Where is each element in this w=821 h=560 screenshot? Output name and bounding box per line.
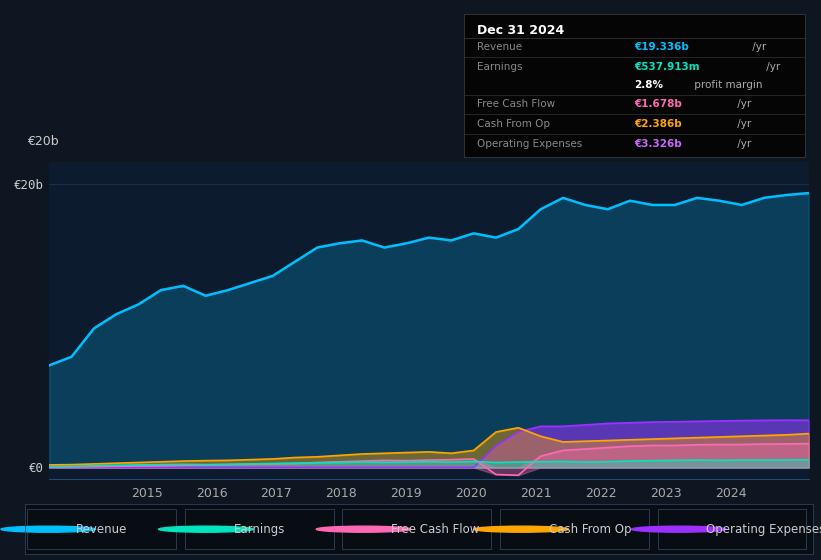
Circle shape bbox=[158, 526, 253, 532]
Text: €1.678b: €1.678b bbox=[635, 99, 682, 109]
Text: profit margin: profit margin bbox=[691, 81, 763, 90]
Text: €19.336b: €19.336b bbox=[635, 42, 689, 52]
Text: 2.8%: 2.8% bbox=[635, 81, 663, 90]
Text: Free Cash Flow: Free Cash Flow bbox=[478, 99, 556, 109]
Text: Cash From Op: Cash From Op bbox=[478, 119, 551, 129]
Text: Operating Expenses: Operating Expenses bbox=[478, 139, 583, 149]
Text: Free Cash Flow: Free Cash Flow bbox=[391, 522, 479, 536]
Text: Dec 31 2024: Dec 31 2024 bbox=[478, 24, 565, 37]
Text: €20b: €20b bbox=[27, 136, 59, 148]
Circle shape bbox=[474, 526, 568, 532]
Text: Earnings: Earnings bbox=[233, 522, 285, 536]
Text: /yr: /yr bbox=[735, 139, 752, 149]
Circle shape bbox=[631, 526, 726, 532]
Text: /yr: /yr bbox=[735, 99, 752, 109]
Circle shape bbox=[1, 526, 95, 532]
Text: Cash From Op: Cash From Op bbox=[548, 522, 631, 536]
Text: €2.386b: €2.386b bbox=[635, 119, 682, 129]
Text: Revenue: Revenue bbox=[478, 42, 523, 52]
Text: Operating Expenses: Operating Expenses bbox=[706, 522, 821, 536]
Circle shape bbox=[316, 526, 410, 532]
Text: /yr: /yr bbox=[763, 62, 780, 72]
Text: Revenue: Revenue bbox=[76, 522, 127, 536]
Text: /yr: /yr bbox=[749, 42, 766, 52]
Text: Earnings: Earnings bbox=[478, 62, 523, 72]
Text: /yr: /yr bbox=[735, 119, 752, 129]
Text: €537.913m: €537.913m bbox=[635, 62, 699, 72]
Text: €3.326b: €3.326b bbox=[635, 139, 682, 149]
